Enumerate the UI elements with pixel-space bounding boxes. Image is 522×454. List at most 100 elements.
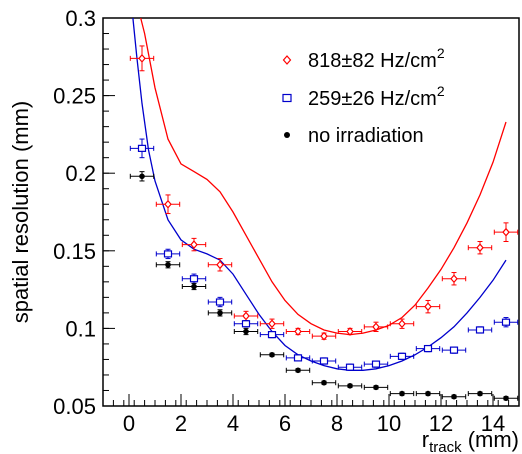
- data-point-2: [259, 351, 285, 358]
- marker-diamond: [372, 322, 380, 332]
- data-point-2: [285, 367, 311, 374]
- data-point-0: [363, 321, 389, 333]
- x-axis-title-sub: track: [429, 439, 462, 454]
- marker-diamond: [502, 227, 510, 237]
- data-points: [129, 45, 519, 402]
- marker-circle: [295, 367, 301, 374]
- marker-circle: [451, 393, 457, 400]
- x-tick-label: 10: [377, 411, 401, 436]
- data-point-0: [337, 327, 363, 336]
- marker-diamond: [268, 319, 276, 329]
- data-point-2: [311, 379, 337, 386]
- x-tick-label: 14: [481, 411, 505, 436]
- x-tick-label: 6: [279, 411, 291, 436]
- y-tick-label: 0.15: [53, 239, 96, 264]
- data-point-0: [259, 318, 285, 329]
- marker-circle: [243, 328, 249, 335]
- marker-square: [189, 275, 199, 283]
- marker-diamond: [346, 327, 354, 336]
- marker-circle: [191, 283, 197, 290]
- data-point-2: [493, 395, 519, 402]
- legend-label-no-irradiation: no irradiation: [308, 125, 424, 147]
- marker-square: [293, 354, 303, 362]
- y-axis-title: spatial resolution (mm): [8, 101, 33, 324]
- data-point-1: [311, 357, 337, 365]
- data-point-1: [129, 138, 155, 159]
- data-point-1: [207, 296, 233, 308]
- marker-diamond: [138, 53, 146, 63]
- legend-label-818: 818±82 Hz/cm2: [308, 45, 445, 72]
- x-tick-label: 4: [227, 411, 239, 436]
- marker-diamond: [164, 199, 172, 209]
- y-tick-label: 0.1: [65, 316, 96, 341]
- marker-diamond: [398, 319, 406, 329]
- data-point-1: [337, 363, 363, 371]
- marker-square: [215, 298, 225, 306]
- data-point-0: [207, 258, 233, 272]
- marker-square: [267, 331, 277, 339]
- data-point-0: [129, 45, 155, 72]
- data-point-1: [285, 354, 311, 362]
- data-point-0: [311, 331, 337, 341]
- data-point-0: [389, 318, 415, 329]
- marker-square: [371, 360, 381, 368]
- marker-square: [319, 357, 329, 365]
- marker-circle: [321, 379, 327, 386]
- marker-circle: [503, 395, 509, 402]
- x-axis-title-unit: (mm): [462, 427, 519, 452]
- x-axis-title-main: r: [422, 427, 429, 452]
- marker-diamond: [242, 311, 250, 321]
- marker-circle: [373, 384, 379, 391]
- data-point-1: [181, 273, 207, 284]
- legend-marker-259: [282, 93, 292, 103]
- data-point-0: [285, 327, 311, 336]
- data-point-0: [493, 222, 519, 242]
- data-point-0: [441, 272, 467, 286]
- marker-circle: [139, 173, 145, 180]
- x-tick-label: 2: [175, 411, 187, 436]
- marker-diamond: [190, 240, 198, 250]
- marker-square: [345, 363, 355, 371]
- marker-circle: [399, 390, 405, 397]
- data-point-1: [233, 320, 259, 328]
- x-tick-label: 0: [123, 411, 135, 436]
- x-tick-label: 12: [429, 411, 453, 436]
- axes: 0 2 4 6 8 10 12 14 0.05 0.1 0.15 0.2 0.25 0.3: [53, 6, 520, 436]
- marker-square: [397, 352, 407, 360]
- marker-circle: [425, 390, 431, 397]
- data-point-1: [259, 331, 285, 339]
- data-point-0: [415, 299, 441, 314]
- marker-square: [423, 344, 433, 353]
- y-tick-label: 0.3: [65, 6, 96, 31]
- marker-circle: [217, 310, 223, 316]
- marker-circle: [165, 261, 171, 268]
- data-point-2: [337, 383, 363, 389]
- legend: 818±82 Hz/cm2 259±26 Hz/cm2 no irradiati…: [282, 45, 445, 147]
- y-tick-label: 0.25: [53, 84, 96, 109]
- marker-square: [137, 144, 147, 152]
- marker-diamond: [216, 260, 224, 270]
- data-point-2: [467, 390, 493, 397]
- marker-square: [241, 320, 251, 328]
- data-point-2: [233, 327, 259, 336]
- y-tick-label: 0.05: [53, 394, 96, 419]
- data-point-0: [181, 237, 207, 252]
- marker-square: [449, 346, 459, 354]
- data-point-2: [389, 390, 415, 397]
- data-point-2: [363, 384, 389, 391]
- marker-diamond: [476, 243, 484, 253]
- data-point-2: [181, 282, 207, 291]
- data-point-2: [441, 393, 467, 400]
- data-point-0: [155, 194, 181, 215]
- data-point-1: [467, 326, 493, 334]
- x-tick-label: 8: [331, 411, 343, 436]
- marker-square: [501, 318, 511, 326]
- marker-square: [475, 326, 485, 334]
- data-point-1: [155, 248, 181, 260]
- marker-diamond: [424, 302, 432, 312]
- data-point-2: [415, 390, 441, 397]
- data-point-1: [415, 344, 441, 353]
- marker-circle: [347, 383, 353, 389]
- data-point-0: [233, 310, 259, 322]
